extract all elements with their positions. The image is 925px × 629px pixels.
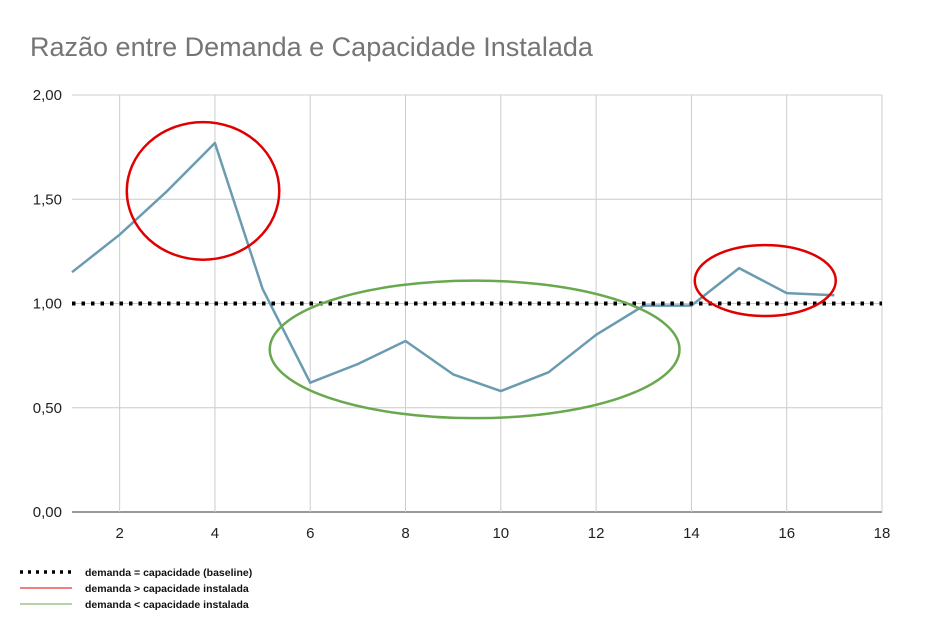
x-tick-label: 14 [683,525,700,542]
y-axis-ticks: 0,00 0,50 1,00 1,50 2,00 [33,87,62,521]
legend-label: demanda > capacidade instalada [85,583,249,595]
grid [72,94,883,513]
x-tick-label: 6 [306,525,314,542]
y-tick-label: 2,00 [33,87,62,104]
x-tick-label: 4 [211,525,219,542]
legend-label: demanda < capacidade instalada [85,599,249,611]
x-tick-label: 16 [778,525,795,542]
annotation-layer [125,120,838,420]
x-tick-label: 10 [492,525,509,542]
red-annotation-ellipse [693,243,838,318]
x-tick-label: 2 [115,525,123,542]
x-tick-label: 12 [588,525,605,542]
y-tick-label: 1,50 [33,191,62,208]
y-tick-label: 0,50 [33,400,62,417]
series-layer [71,141,882,393]
x-axis-ticks: 2 4 6 8 10 12 14 16 18 [115,525,890,542]
x-tick-label: 8 [401,525,409,542]
legend-label: demanda = capacidade (baseline) [85,567,252,579]
y-tick-label: 0,00 [33,504,62,521]
x-tick-label: 18 [874,525,891,542]
red-annotation-ellipse [125,120,281,261]
y-tick-label: 1,00 [33,296,62,313]
green-annotation-ellipse [268,279,681,420]
legend: demanda = capacidade (baseline) demanda >… [20,567,252,611]
chart-title: Razão entre Demanda e Capacidade Instala… [30,32,594,62]
ratio-series-line [71,141,835,393]
